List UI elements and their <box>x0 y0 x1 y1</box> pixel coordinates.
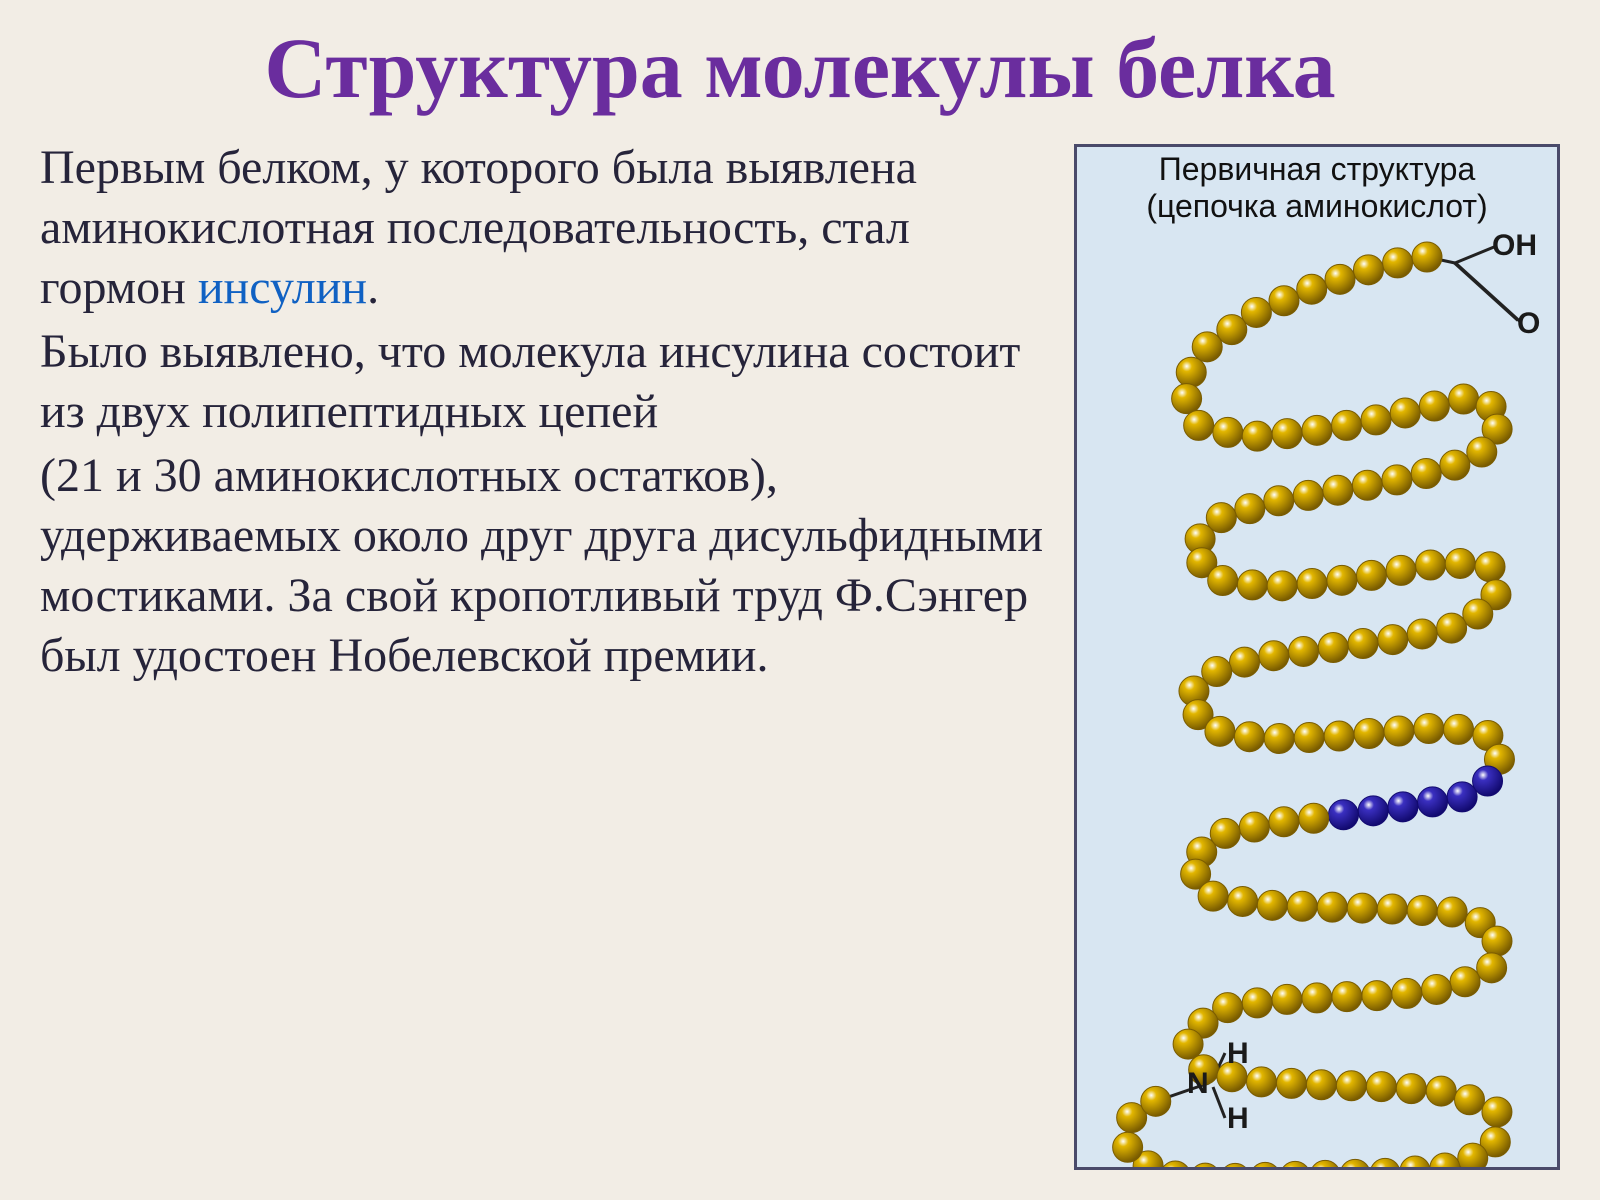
p1-suffix: . <box>367 261 379 314</box>
amino-acid-chain <box>1077 147 1557 1167</box>
figure-box: Первичная структура (цепочка аминокислот… <box>1074 144 1560 1170</box>
page-title: Структура молекулы белка <box>0 18 1600 118</box>
paragraph-2: Было выявлено, что молекула инсулина сос… <box>40 322 1044 442</box>
label-o: O <box>1517 307 1540 341</box>
label-h1: H <box>1227 1037 1249 1071</box>
label-n: N <box>1187 1067 1209 1101</box>
text-block: Первым белком, у которого была выявлена … <box>40 138 1044 1170</box>
p1-prefix: Первым белком, у которого была выявлена … <box>40 141 917 314</box>
paragraph-1: Первым белком, у которого была выявлена … <box>40 138 1044 318</box>
paragraph-3: (21 и 30 аминокислотных остатков), удерж… <box>40 446 1044 686</box>
label-oh: OH <box>1492 229 1537 263</box>
content-row: Первым белком, у которого была выявлена … <box>0 138 1600 1170</box>
p1-highlight: инсулин <box>198 261 367 314</box>
label-h2: H <box>1227 1102 1249 1136</box>
